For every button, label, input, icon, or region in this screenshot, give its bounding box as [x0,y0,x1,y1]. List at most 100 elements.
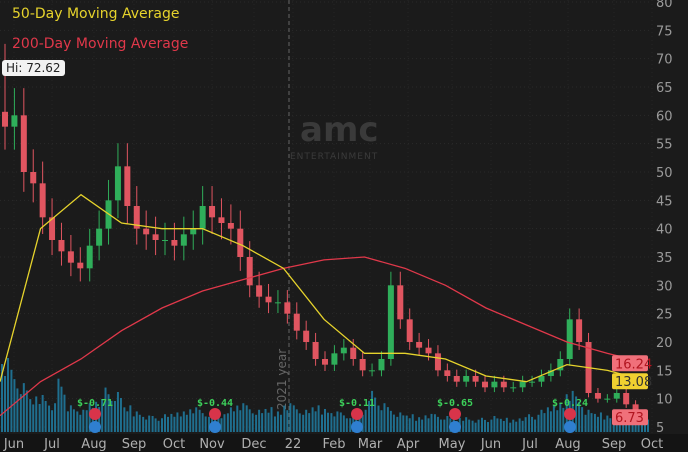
volume-bar [116,392,119,432]
x-tick-label: Apr [397,437,420,452]
volume-bar [283,405,286,432]
volume-bar [236,405,239,432]
legend-ma200: 200-Day Moving Average [12,36,189,52]
candle [199,206,206,229]
volume-bar [167,416,169,432]
volume-bar [396,416,399,432]
volume-bar [145,419,148,432]
last-value-badge [612,409,648,426]
earnings-icon [209,408,221,420]
volume-bar [477,419,480,432]
dividend-icon [89,421,101,433]
volume-bar [562,407,565,432]
volume-bar [270,407,273,432]
x-tick-label: Jul [521,437,538,452]
earnings-icon [351,408,363,420]
volume-bar [302,414,305,432]
volume-bar [308,413,311,432]
x-axis-bar [0,434,688,452]
candle [86,245,93,269]
volume-bar [465,417,468,432]
volume-bar [57,378,60,432]
volume-bar [540,409,543,432]
volume-bar [515,421,518,432]
y-tick-label: 35 [656,251,673,266]
volume-bar [392,414,395,432]
volume-bar [368,400,371,432]
dividend-icon [351,421,363,433]
volume-bar [151,416,154,432]
x-tick-label: Jul [43,437,60,452]
x-tick-label: Mar [358,437,383,452]
volume-bar [138,414,141,432]
volume-bar [433,414,436,432]
volume-bar [641,420,643,432]
volume-bar [119,398,122,432]
candle [284,302,291,314]
earnings-label: $-0.44 [197,398,233,409]
volume-bar [599,412,602,432]
volume-bar [255,414,258,432]
volume-bar [185,414,188,432]
volume-bar [427,418,430,432]
volume-bar [405,415,408,432]
candle [557,359,564,371]
candle [293,313,300,331]
candle [114,166,121,201]
candle [463,376,470,382]
volume-bar [170,413,173,432]
earnings-label: $-0.71 [77,398,113,409]
volume-bar [242,403,245,432]
volume-bar [549,411,552,432]
candle [434,353,441,371]
volume-bar [25,390,28,432]
volume-bar [79,414,82,432]
volume-bar [502,420,505,432]
volume-bar [380,410,383,432]
volume-bar [330,413,333,432]
volume-bar [60,386,63,432]
volume-bar [164,414,166,432]
candle [632,404,639,413]
candle [39,183,46,218]
y-tick-label: 25 [656,308,673,323]
volume-bar [48,405,51,432]
volume-bar [374,397,377,432]
volume-bar [339,412,342,432]
year-label: 2021 year [275,349,289,410]
candle [20,115,27,172]
watermark-sub: ENTERTAINMENT [290,152,379,162]
candle [49,217,56,240]
candle [623,393,630,405]
ma50-line [0,193,649,383]
candle [482,381,488,388]
y-tick-label: 80 [656,0,673,11]
volume-bar [546,407,549,432]
volume-bar [509,422,512,432]
volume-bar [389,410,392,432]
y-tick-label: 30 [656,279,673,294]
candle [58,240,65,252]
x-tick-label: Sep [122,437,147,452]
y-tick-label: 15 [656,364,673,379]
candle [237,228,244,257]
legend-ma50: 50-Day Moving Average [12,6,180,22]
candle [2,111,8,127]
candle [510,387,517,389]
volume-bar [76,411,79,432]
y-tick-label: 60 [656,109,673,124]
y-tick-label: 70 [656,53,673,68]
volume-bar [371,390,374,432]
candle [143,228,150,235]
volume-bar [484,419,486,432]
x-tick-label: Aug [81,437,106,452]
volume-bar [468,419,471,432]
candle [491,381,498,388]
volume-bar [44,401,47,432]
volume-bar [606,415,609,432]
volume-bar [499,418,502,432]
volume-bar [54,403,57,432]
candle [67,251,74,263]
